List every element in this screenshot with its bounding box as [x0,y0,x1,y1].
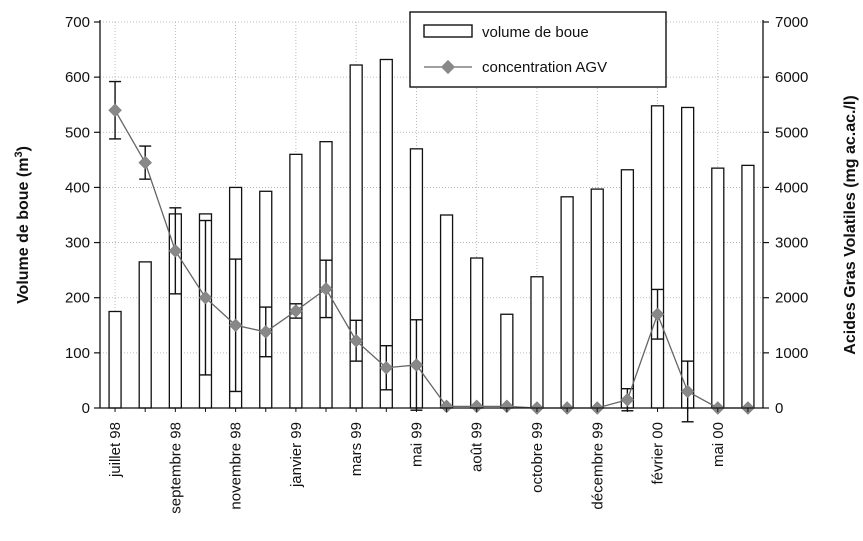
legend-bar-swatch [423,24,473,38]
bar [289,153,303,409]
left-axis-ticks: 0 100 200 300 400 500 600 700 [65,14,100,417]
right-tick-label: 0 [775,400,783,417]
agv-point [259,325,273,339]
agv-line [114,109,748,409]
bar [138,261,152,409]
agv-point [289,304,303,318]
left-tick-label: 500 [65,124,90,141]
agv-point [228,318,243,333]
legend-bar-label: volume de boue [482,24,589,41]
bar [650,105,665,409]
right-axis-ticks: 0 1000 2000 3000 4000 5000 6000 7000 [763,14,808,417]
right-tick-label: 5000 [775,124,808,141]
bar-series [108,58,755,409]
bar [711,167,725,409]
bar [259,190,273,409]
left-tick-label: 400 [65,179,90,196]
right-tick-label: 6000 [775,69,808,86]
left-axis-title: Volume de boue (m3) [13,146,32,304]
x-tick-label: août 99 [469,422,486,472]
right-tick-label: 1000 [775,345,808,362]
x-tick-label: juillet 98 [107,422,124,478]
bar [741,164,755,409]
agv-point [680,384,695,399]
agv-point [469,399,484,414]
x-axis-ticks: juillet 98 septembre 98 novembre 98 janvier… [107,408,749,514]
agv-point [168,244,183,258]
right-tick-label: 2000 [775,290,808,307]
agv-point [379,361,394,375]
legend: volume de boue concentration AGV [409,11,667,88]
agv-point [439,399,454,414]
x-tick-label: mai 00 [710,422,727,467]
x-tick-label: mai 99 [408,422,425,467]
legend-line-label: concentration AGV [482,59,607,76]
right-tick-label: 3000 [775,235,808,252]
x-tick-label: décembre 99 [589,422,606,510]
agv-point [620,393,635,407]
agv-point [108,103,122,117]
right-tick-label: 4000 [775,179,808,196]
left-tick-label: 300 [65,235,90,252]
bar [530,276,544,409]
agv-point [409,358,424,372]
agv-point [319,282,333,296]
x-tick-label: janvier 99 [288,422,305,488]
agv-point [650,307,665,321]
left-tick-label: 700 [65,14,90,31]
right-tick-label: 7000 [775,14,808,31]
agv-point [198,290,213,305]
left-tick-label: 600 [65,69,90,86]
bar [439,214,454,409]
right-axis-title: Acides Gras Volatiles (mg ac.ac./l) [842,95,859,354]
bar [620,169,635,409]
left-tick-label: 100 [65,345,90,362]
legend-line-marker [440,59,456,75]
bar [590,188,604,409]
bar [500,313,514,409]
x-tick-label: octobre 99 [529,422,546,493]
agv-point [138,155,152,170]
bar [560,196,574,409]
bar [470,257,484,409]
x-tick-label: février 00 [650,422,667,485]
axes [99,20,764,409]
bar [108,310,122,409]
x-tick-label: novembre 98 [228,422,245,510]
agv-point [500,399,514,414]
x-tick-label: mars 99 [348,422,365,476]
left-tick-label: 0 [82,400,90,417]
x-tick-label: septembre 98 [167,422,184,514]
agv-point [349,334,363,348]
left-tick-label: 200 [65,290,90,307]
line-series [108,103,755,415]
